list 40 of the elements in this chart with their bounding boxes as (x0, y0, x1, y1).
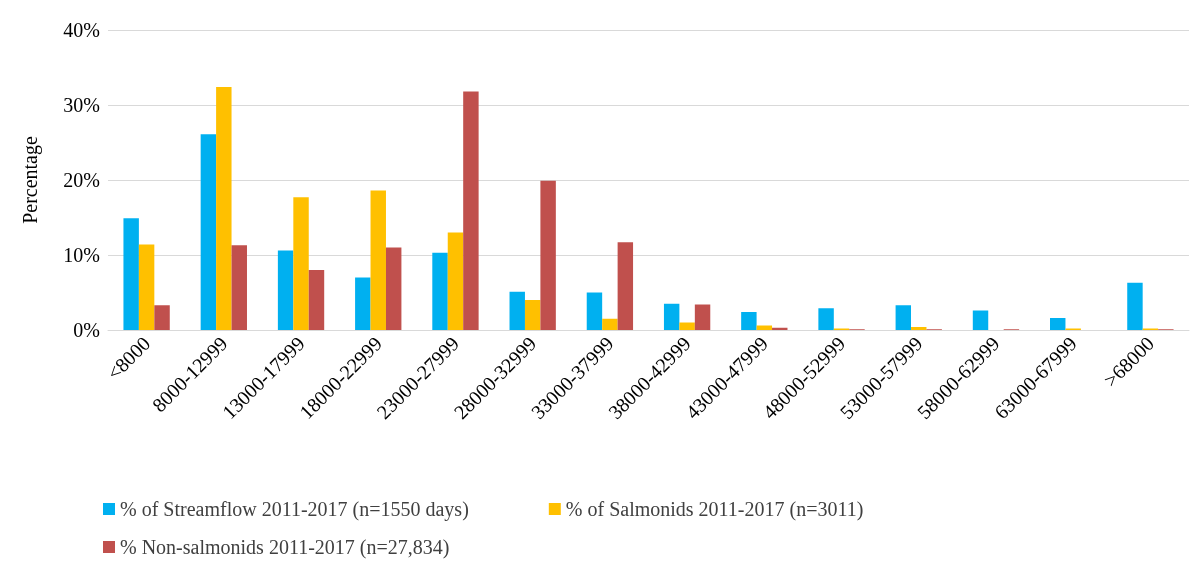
y-tick-label: 0% (73, 319, 100, 341)
bar (1050, 318, 1066, 330)
bar (1127, 282, 1143, 330)
bar (679, 322, 695, 330)
y-tick-label: 30% (63, 94, 100, 116)
bar (586, 292, 603, 330)
bar (355, 277, 371, 330)
bar (741, 312, 757, 330)
bar (138, 244, 155, 330)
bar (447, 232, 464, 330)
bar (972, 310, 989, 330)
bar (509, 291, 525, 330)
legend-label: % Non-salmonids 2011-2017 (n=27,834) (120, 536, 450, 559)
bar (663, 303, 680, 330)
bar (123, 218, 139, 330)
bar (370, 190, 386, 330)
bar (231, 245, 247, 330)
y-tick-label: 20% (63, 169, 100, 191)
bar (463, 91, 479, 330)
bar (293, 197, 309, 330)
y-tick-label: 40% (63, 19, 100, 41)
y-axis-title: Percentage (19, 136, 42, 224)
bar (308, 270, 325, 330)
bar (911, 327, 927, 330)
bar (154, 305, 170, 330)
bar (617, 242, 634, 330)
bar (432, 252, 448, 330)
bar (694, 304, 711, 330)
bar (200, 134, 217, 330)
bar (818, 308, 834, 330)
legend-label: % of Streamflow 2011-2017 (n=1550 days) (120, 498, 469, 521)
y-tick-label: 10% (63, 244, 100, 266)
bar (216, 87, 232, 330)
bar (540, 180, 556, 330)
bar (277, 250, 294, 330)
bar (385, 247, 402, 330)
bar (602, 318, 618, 330)
bar (524, 300, 541, 330)
bar (895, 305, 912, 330)
legend-label: % of Salmonids 2011-2017 (n=3011) (565, 498, 864, 521)
